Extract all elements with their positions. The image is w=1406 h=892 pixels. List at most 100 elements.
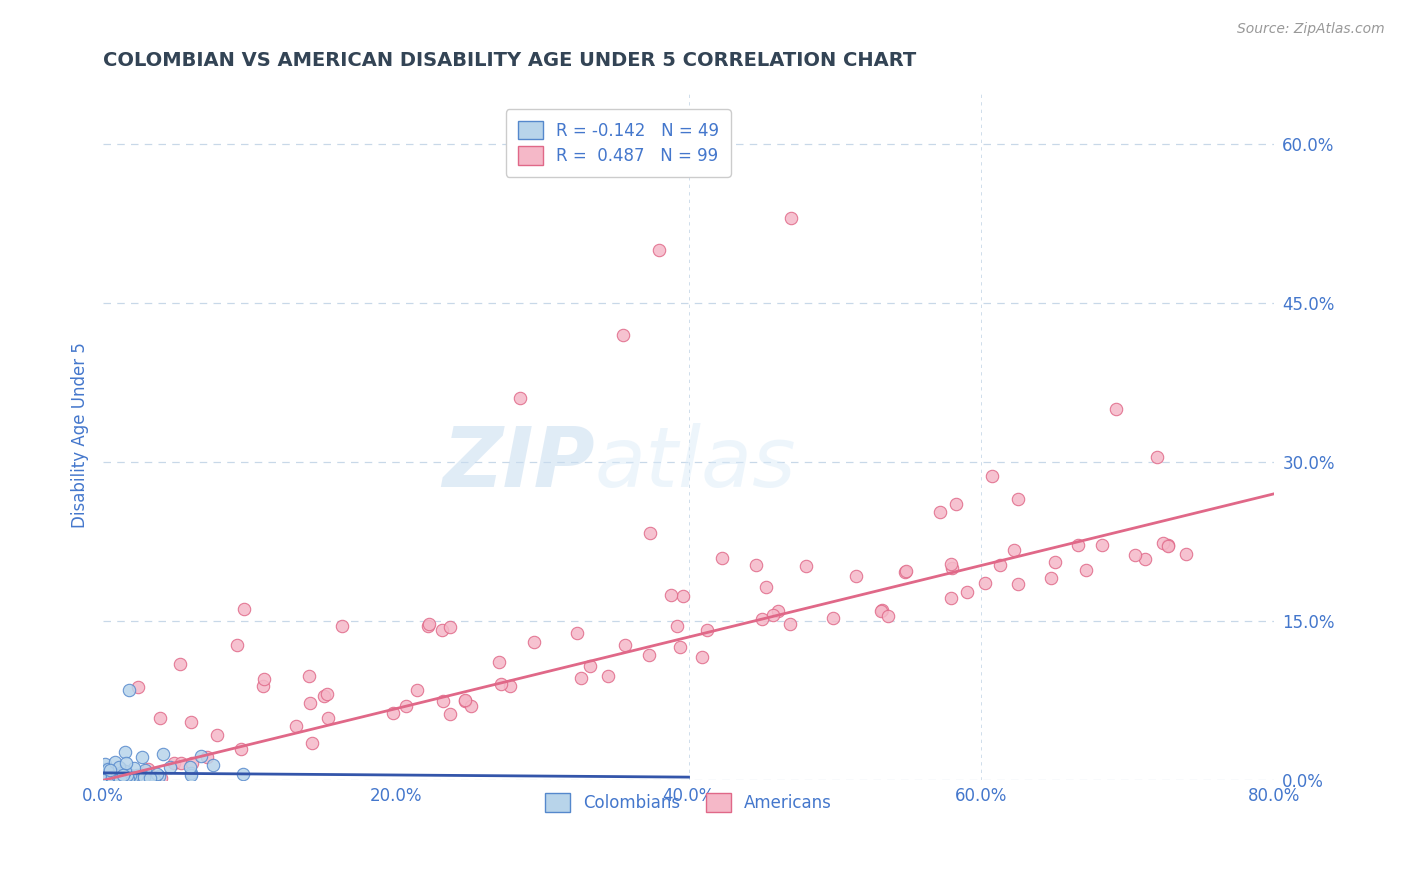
- Point: [1007, 492, 1029, 507]
- Point: [122, 760, 145, 774]
- Point: [405, 683, 427, 698]
- Point: [148, 769, 170, 783]
- Point: [120, 769, 142, 783]
- Point: [145, 767, 167, 781]
- Point: [974, 575, 997, 590]
- Point: [121, 770, 143, 784]
- Point: [314, 689, 336, 703]
- Text: atlas: atlas: [595, 423, 796, 504]
- Point: [112, 768, 135, 782]
- Point: [105, 768, 128, 782]
- Point: [252, 679, 274, 693]
- Point: [780, 211, 803, 225]
- Point: [101, 771, 124, 785]
- Point: [454, 693, 477, 707]
- Point: [159, 760, 181, 774]
- Point: [94, 772, 117, 787]
- Point: [299, 696, 322, 710]
- Point: [100, 763, 122, 777]
- Point: [941, 561, 963, 575]
- Point: [149, 711, 172, 725]
- Point: [131, 749, 153, 764]
- Point: [180, 768, 202, 782]
- Point: [1074, 564, 1097, 578]
- Point: [117, 772, 139, 787]
- Point: [491, 676, 513, 690]
- Point: [136, 762, 159, 776]
- Point: [418, 616, 440, 631]
- Point: [579, 658, 602, 673]
- Point: [1152, 536, 1174, 550]
- Point: [114, 764, 136, 778]
- Point: [941, 591, 963, 606]
- Point: [115, 768, 138, 782]
- Point: [779, 616, 801, 631]
- Point: [150, 771, 173, 785]
- Point: [316, 711, 339, 725]
- Point: [1133, 552, 1156, 566]
- Point: [316, 687, 339, 701]
- Point: [134, 763, 156, 777]
- Point: [118, 683, 141, 698]
- Point: [94, 762, 117, 776]
- Point: [395, 698, 418, 713]
- Point: [939, 557, 962, 571]
- Point: [1157, 538, 1180, 552]
- Point: [1156, 539, 1178, 553]
- Point: [381, 706, 404, 720]
- Point: [894, 566, 917, 580]
- Point: [614, 638, 637, 652]
- Point: [1040, 571, 1063, 585]
- Point: [142, 772, 165, 786]
- Point: [1091, 537, 1114, 551]
- Point: [980, 469, 1002, 483]
- Point: [894, 564, 917, 578]
- Point: [648, 243, 671, 257]
- Point: [565, 626, 588, 640]
- Point: [117, 767, 139, 781]
- Point: [205, 728, 228, 742]
- Point: [696, 623, 718, 637]
- Point: [152, 747, 174, 761]
- Point: [169, 657, 191, 672]
- Point: [105, 772, 128, 787]
- Text: ZIP: ZIP: [443, 423, 595, 504]
- Point: [201, 757, 224, 772]
- Point: [232, 767, 254, 781]
- Point: [100, 770, 122, 784]
- Point: [104, 770, 127, 784]
- Point: [180, 714, 202, 729]
- Point: [180, 756, 202, 770]
- Point: [1104, 401, 1126, 416]
- Text: COLOMBIAN VS AMERICAN DISABILITY AGE UNDER 5 CORRELATION CHART: COLOMBIAN VS AMERICAN DISABILITY AGE UND…: [103, 51, 917, 70]
- Point: [103, 763, 125, 777]
- Point: [945, 497, 967, 511]
- Y-axis label: Disability Age Under 5: Disability Age Under 5: [72, 343, 89, 528]
- Point: [762, 607, 785, 622]
- Point: [870, 604, 893, 618]
- Point: [460, 698, 482, 713]
- Point: [821, 611, 844, 625]
- Point: [104, 755, 127, 769]
- Point: [1002, 543, 1025, 558]
- Point: [253, 673, 276, 687]
- Point: [108, 772, 131, 787]
- Point: [877, 609, 900, 624]
- Point: [523, 635, 546, 649]
- Point: [285, 719, 308, 733]
- Point: [872, 603, 894, 617]
- Point: [179, 760, 201, 774]
- Point: [132, 770, 155, 784]
- Point: [640, 525, 662, 540]
- Point: [108, 761, 131, 775]
- Point: [1146, 450, 1168, 464]
- Point: [117, 772, 139, 786]
- Point: [988, 558, 1011, 573]
- Point: [301, 736, 323, 750]
- Point: [330, 619, 353, 633]
- Point: [114, 745, 136, 759]
- Point: [1043, 554, 1066, 568]
- Point: [766, 604, 789, 618]
- Point: [929, 505, 952, 519]
- Point: [229, 742, 252, 756]
